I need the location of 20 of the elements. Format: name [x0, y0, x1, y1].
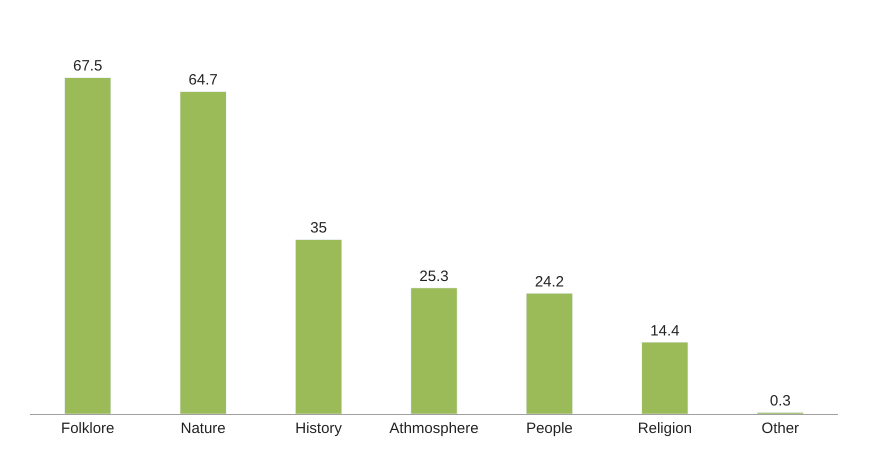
- data-label: 35: [310, 220, 327, 237]
- bar: [526, 293, 573, 414]
- x-tick-label: Religion: [638, 420, 692, 437]
- data-label: 25.3: [419, 268, 449, 285]
- bar: [642, 342, 688, 414]
- x-tick-label: People: [526, 420, 573, 437]
- data-label: 14.4: [650, 322, 680, 340]
- x-tick-label: Athmosphere: [389, 420, 479, 437]
- data-label: 24.2: [534, 273, 564, 290]
- bar: [410, 288, 458, 414]
- data-label: 64.7: [188, 72, 218, 89]
- x-tick-label: History: [295, 420, 342, 437]
- bar: [180, 91, 226, 414]
- bar: [64, 77, 112, 414]
- data-label: 67.5: [73, 58, 102, 75]
- x-tick-label: Folklore: [61, 420, 114, 437]
- x-tick-label: Nature: [180, 420, 226, 437]
- bar: [295, 239, 342, 414]
- x-tick-label: Other: [762, 420, 800, 437]
- data-label: 0.3: [770, 392, 791, 410]
